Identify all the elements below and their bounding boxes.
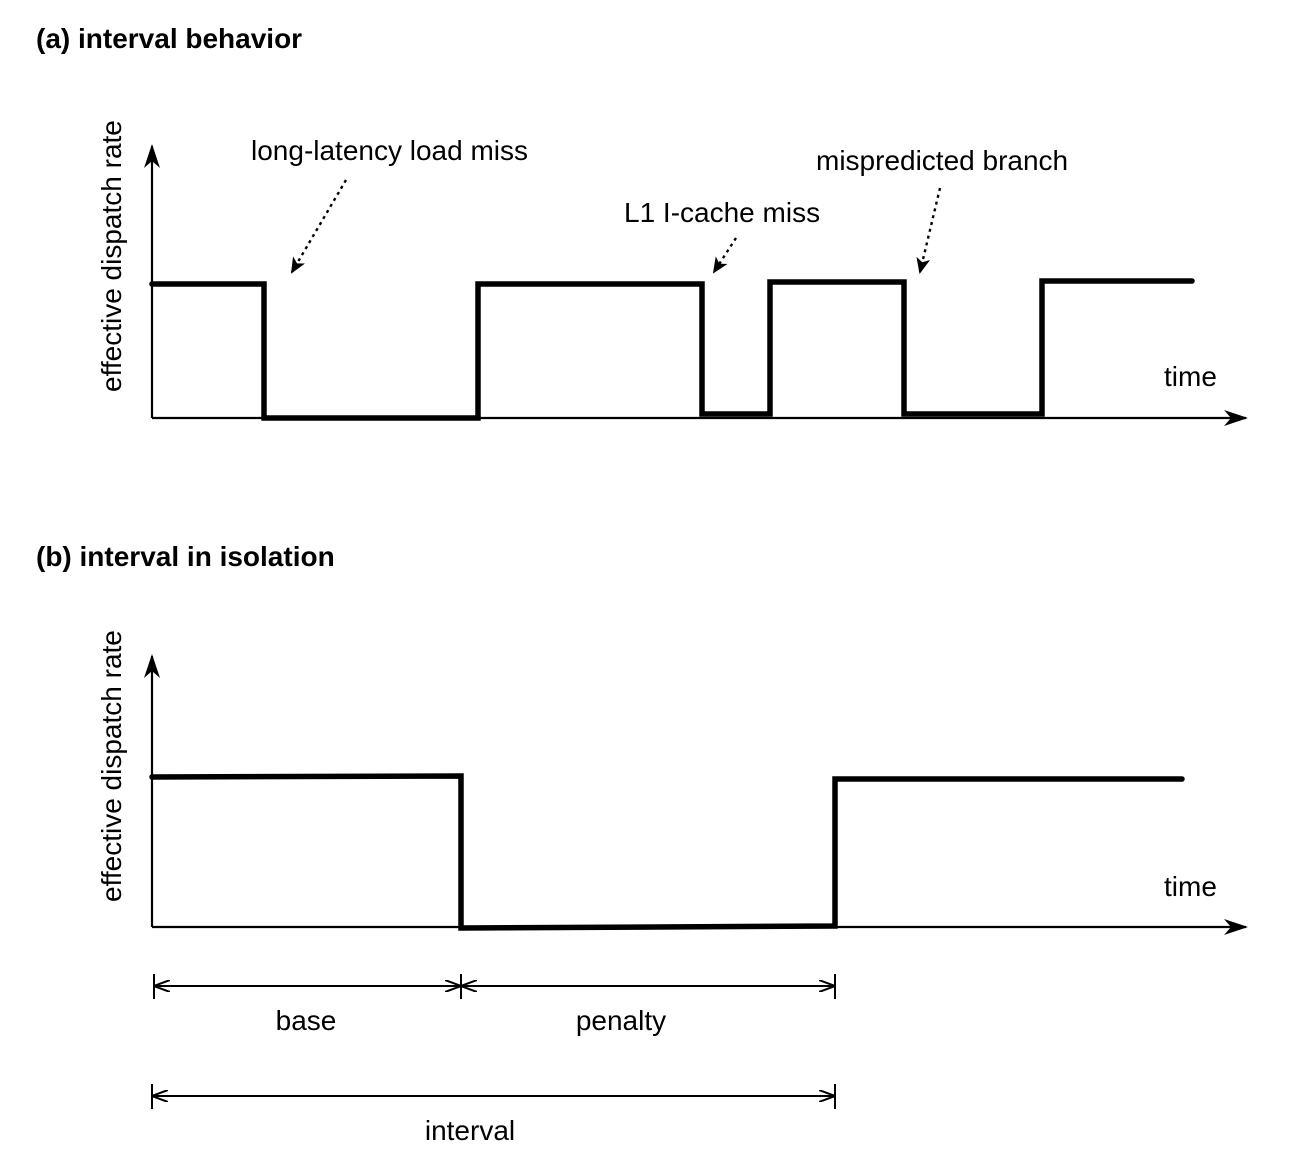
panel-a-title: (a) interval behavior xyxy=(36,23,302,54)
penalty-label: penalty xyxy=(576,1005,666,1036)
penalty-dimension: penalty xyxy=(462,974,836,1036)
panel-b-dispatch-signal xyxy=(149,773,1185,931)
panel-a: (a) interval behavior effective dispatch… xyxy=(36,23,1248,426)
panel-b-y-axis-label: effective dispatch rate xyxy=(96,630,127,902)
panel-b: (b) interval in isolation effective disp… xyxy=(36,541,1248,1146)
panel-a-y-axis-label: effective dispatch rate xyxy=(96,120,127,392)
base-dimension: base xyxy=(153,974,462,1036)
branch-arrow xyxy=(916,187,942,274)
panel-b-title: (b) interval in isolation xyxy=(36,541,335,572)
panel-b-x-axis-label: time xyxy=(1164,871,1217,902)
interval-dimension: interval xyxy=(151,1084,836,1146)
annotation-icache-miss: L1 I-cache miss xyxy=(624,197,820,228)
panel-a-dispatch-signal xyxy=(149,278,1195,421)
interval-label: interval xyxy=(425,1115,515,1146)
base-label: base xyxy=(276,1005,337,1036)
annotation-load-miss: long-latency load miss xyxy=(251,135,528,166)
panel-a-x-axis-label: time xyxy=(1164,361,1217,392)
icache-miss-arrow xyxy=(712,237,738,274)
load-miss-arrow xyxy=(290,179,348,274)
annotation-branch: mispredicted branch xyxy=(816,145,1068,176)
